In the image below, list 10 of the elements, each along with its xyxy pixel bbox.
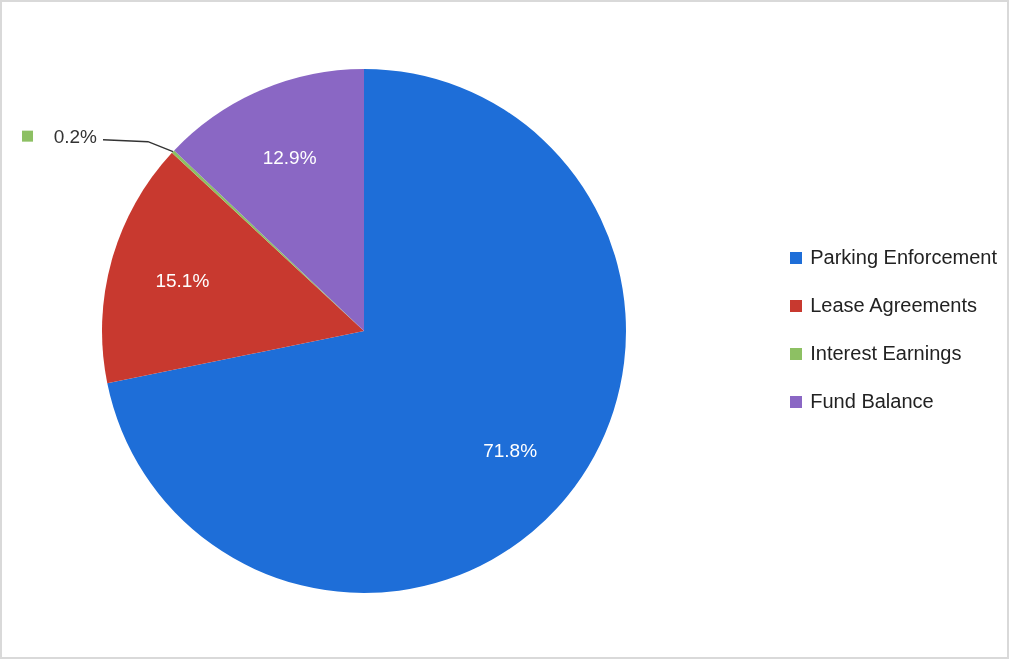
pie-slice (107, 69, 626, 593)
legend-label: Lease Agreements (810, 294, 978, 317)
data-label: 71.8% (483, 439, 538, 461)
data-label: 12.9% (262, 147, 317, 169)
legend-label: Fund Balance (810, 390, 934, 413)
data-label: 15.1% (155, 269, 210, 291)
legend-label: Parking Enforcement (810, 246, 997, 269)
legend-label: Interest Earnings (810, 342, 962, 365)
data-label: 0.2% (53, 126, 98, 148)
pie-slice (102, 152, 364, 384)
